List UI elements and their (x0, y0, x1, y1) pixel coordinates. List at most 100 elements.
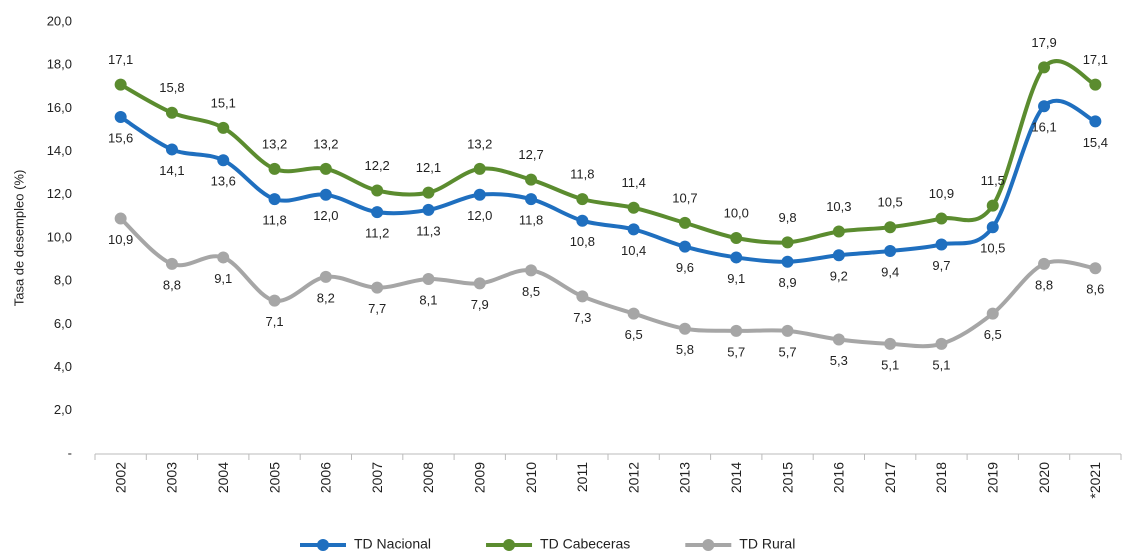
point (371, 206, 384, 219)
point (986, 221, 999, 234)
data-label: 17,9 (1031, 35, 1056, 50)
point (1089, 78, 1102, 91)
point (371, 281, 384, 294)
data-label: 8,5 (522, 284, 540, 299)
data-label: 7,7 (368, 301, 386, 316)
data-label: 8,1 (419, 292, 437, 307)
data-label: 12,7 (518, 147, 543, 162)
x-tick-label: 2020 (1036, 462, 1052, 493)
data-label: 8,8 (163, 277, 181, 292)
point (473, 277, 486, 290)
point (986, 199, 999, 212)
y-tick-label: 10,0 (47, 229, 72, 244)
x-tick-label: 2013 (677, 462, 693, 493)
point (422, 186, 435, 199)
x-tick-label: 2009 (471, 462, 487, 493)
data-label: 9,6 (676, 260, 694, 275)
data-label: 16,1 (1031, 120, 1056, 135)
x-tick-label: *2021 (1087, 462, 1103, 499)
point (576, 290, 589, 303)
point (525, 264, 538, 277)
point (217, 251, 230, 264)
x-tick-label: 2008 (420, 462, 436, 493)
point (781, 236, 794, 249)
point (1038, 61, 1051, 74)
data-label: 10,5 (877, 195, 902, 210)
legend-label: TD Nacional (354, 536, 431, 552)
data-label: 11,8 (519, 213, 543, 228)
data-label: 11,5 (981, 173, 1005, 188)
data-label: 9,4 (881, 264, 899, 279)
x-tick-label: 2007 (369, 462, 385, 493)
point (832, 333, 845, 346)
x-tick-label: 2012 (625, 462, 641, 493)
data-label: 15,8 (159, 80, 184, 95)
point (678, 240, 691, 253)
data-label: 10,9 (108, 232, 133, 247)
data-label: 12,0 (313, 208, 338, 223)
data-label: 9,2 (830, 269, 848, 284)
point (473, 162, 486, 175)
legend-marker (702, 539, 715, 551)
point (781, 324, 794, 337)
point (217, 154, 230, 167)
point (268, 162, 281, 175)
y-tick-label: 8,0 (54, 273, 72, 288)
point (165, 106, 178, 119)
point (319, 162, 332, 175)
x-tick-label: 2016 (831, 462, 847, 493)
data-label: 9,8 (779, 210, 797, 225)
data-label: 14,1 (159, 163, 184, 178)
point (1038, 100, 1051, 113)
point (730, 324, 743, 337)
data-label: 6,5 (984, 327, 1002, 342)
point (1038, 257, 1051, 270)
data-label: 11,8 (570, 167, 594, 182)
data-label: 15,6 (108, 130, 133, 145)
legend-label: TD Cabeceras (540, 536, 630, 552)
legend-marker (503, 539, 516, 551)
point (165, 257, 178, 270)
point (627, 223, 640, 236)
data-label: 8,2 (317, 290, 335, 305)
y-tick-label: 6,0 (54, 316, 72, 331)
data-label: 12,2 (364, 158, 389, 173)
data-label: 9,1 (214, 271, 232, 286)
y-tick-label: 2,0 (54, 402, 72, 417)
point (576, 193, 589, 206)
data-label: 7,1 (266, 314, 284, 329)
point (1089, 262, 1102, 275)
point (730, 251, 743, 264)
data-label: 6,5 (625, 327, 643, 342)
series-line (119, 59, 1097, 245)
point (114, 78, 127, 91)
point (935, 238, 948, 251)
x-tick-label: 2015 (779, 462, 795, 493)
point (832, 225, 845, 238)
point (1089, 115, 1102, 128)
point (473, 188, 486, 201)
data-label: 7,3 (573, 310, 591, 325)
x-tick-label: 2005 (266, 462, 282, 493)
x-tick-label: 2017 (882, 462, 898, 493)
point (422, 273, 435, 286)
point (678, 322, 691, 335)
data-label: 17,1 (1083, 52, 1108, 67)
data-label: 5,7 (727, 344, 745, 359)
y-tick-label: 12,0 (47, 186, 72, 201)
y-tick-label: 18,0 (47, 57, 72, 72)
data-label: 17,1 (108, 52, 133, 67)
point (268, 193, 281, 206)
point (678, 216, 691, 229)
data-label: 12,1 (416, 160, 441, 175)
legend-marker (317, 539, 329, 551)
point (319, 188, 332, 201)
data-label: 11,4 (621, 175, 645, 190)
point (525, 173, 538, 186)
x-tick-label: 2010 (523, 462, 539, 493)
data-label: 15,1 (211, 95, 236, 110)
data-label: 7,9 (471, 297, 489, 312)
data-label: 5,1 (932, 357, 950, 372)
data-label: 5,7 (779, 344, 797, 359)
